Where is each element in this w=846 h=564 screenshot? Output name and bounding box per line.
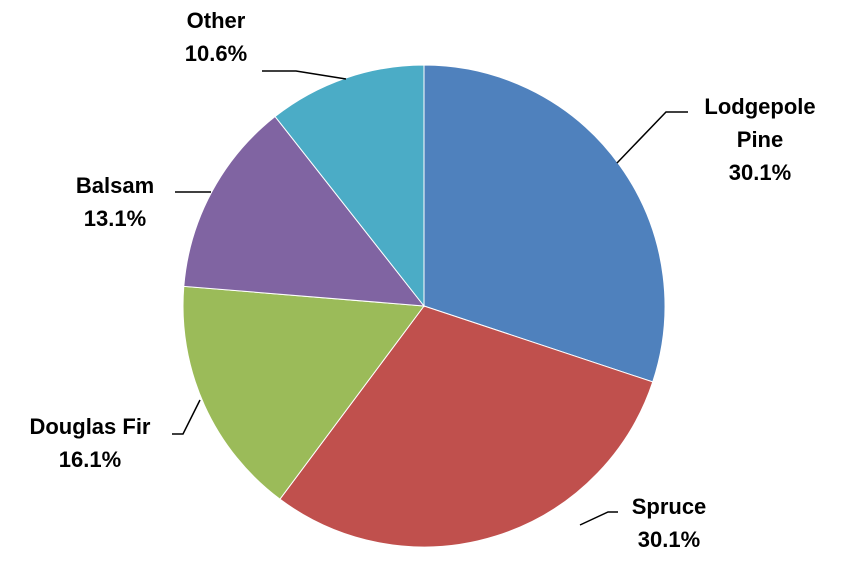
leader-line-lodgepole-pine bbox=[616, 111, 688, 164]
data-label-spruce: Spruce 30.1% bbox=[632, 494, 707, 552]
leader-line-other bbox=[262, 70, 347, 80]
pie-slice-spruce bbox=[279, 305, 654, 548]
data-labels: Lodgepole Pine 30.1% Spruce 30.1% Douglas Fir… bbox=[29, 8, 815, 552]
leader-line-spruce bbox=[579, 511, 618, 526]
pie-slices bbox=[182, 64, 666, 548]
data-label-douglas-fir: Douglas Fir 16.1% bbox=[29, 414, 150, 472]
pie-slice-lodgepole-pine bbox=[423, 64, 666, 383]
data-label-balsam: Balsam 13.1% bbox=[76, 173, 154, 231]
pie-slice-douglas-fir bbox=[182, 285, 425, 500]
data-label-lodgepole-pine: Lodgepole Pine 30.1% bbox=[704, 94, 815, 185]
leader-lines bbox=[172, 70, 688, 526]
leader-line-douglas-fir bbox=[172, 399, 201, 435]
data-label-other: Other 10.6% bbox=[185, 8, 247, 66]
pie-slice-balsam bbox=[183, 115, 426, 307]
